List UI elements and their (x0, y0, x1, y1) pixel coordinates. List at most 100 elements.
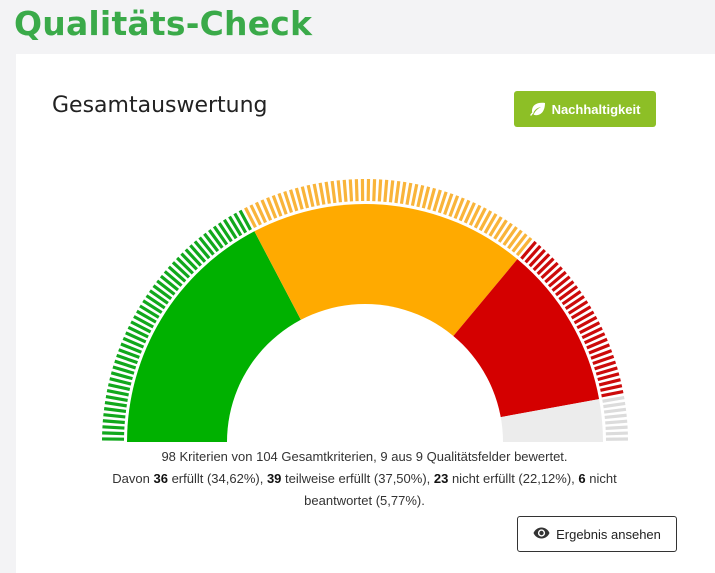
gauge-stripe (112, 365, 135, 375)
gauge-stripe (330, 180, 337, 204)
gauge-stripe (383, 179, 389, 202)
gauge-stripe (564, 295, 585, 310)
gauge-stripe (502, 226, 518, 246)
gauge-stripe (528, 248, 546, 268)
gauge-stripe (109, 377, 132, 386)
gauge-stripe (118, 348, 140, 359)
gauge-stripe (312, 183, 320, 206)
gauge-stripe (468, 204, 482, 226)
summary-line-1: 98 Kriterien von 104 Gesamtkriterien, 9 … (161, 449, 568, 464)
gauge-stripe (588, 343, 611, 355)
gauge-stripe (458, 199, 471, 222)
gauge-stripe (238, 209, 252, 231)
gauge-stripe (106, 389, 129, 397)
gauge-stripe (536, 257, 555, 276)
leaf-icon (529, 102, 546, 116)
gauge-stripe (595, 366, 618, 376)
gauge-stripe (102, 419, 125, 425)
gauge-stripe (104, 401, 127, 408)
gauge-stripe (159, 274, 179, 292)
sustainability-button[interactable]: Nachhaltigkeit (514, 91, 656, 127)
gauge-stripe (372, 179, 377, 202)
page-title: Qualitäts-Check (14, 4, 313, 43)
gauge-stripe (133, 315, 154, 329)
gauge-stripe (254, 201, 267, 224)
gauge-stripe (507, 229, 523, 250)
gauge-stripe (180, 252, 198, 271)
gauge-inner-hole (227, 304, 503, 454)
view-result-button[interactable]: Ergebnis ansehen (517, 516, 677, 552)
gauge-stripe (605, 425, 628, 430)
gauge-stripe (139, 304, 160, 319)
gauge-stripe (592, 354, 615, 366)
gauge-stripe (581, 326, 603, 340)
gauge-stripe (388, 180, 395, 203)
gauge-stripe (283, 191, 293, 213)
gauge-stripe (110, 371, 133, 381)
gauge-stripe (410, 183, 419, 207)
gauge-stripe (277, 192, 288, 215)
gauge-stripe (266, 197, 278, 219)
gauge-stripe (602, 395, 625, 403)
gauge-stripe (207, 229, 224, 249)
gauge-stripe (233, 212, 248, 234)
gauge-stripe (102, 425, 125, 430)
gauge-stripe (432, 189, 442, 212)
fulfilled-count: 36 (153, 471, 168, 486)
gauge-stripe (222, 218, 238, 240)
gauge-stripe (105, 395, 128, 402)
gauge-stripe (583, 332, 606, 345)
gauge-stripe (176, 256, 194, 275)
gauge-stripe (603, 407, 627, 414)
gauge-stripe (163, 270, 183, 287)
gauge-stripe (348, 179, 354, 202)
gauge-stripe (260, 199, 273, 221)
gauge-stripe (483, 213, 498, 234)
gauge-stripe (605, 431, 628, 436)
gauge-stripe (171, 261, 191, 279)
gauge-stripe (453, 197, 465, 220)
gauge-stripe (520, 240, 537, 260)
gauge-stripe (167, 265, 187, 283)
gauge-stripe (544, 266, 563, 284)
gauge-stripe (103, 407, 127, 413)
gauge-stripe (212, 225, 229, 246)
gauge-stripe (567, 300, 589, 315)
gauge-stripe (488, 216, 503, 237)
gauge-stripe (551, 275, 571, 292)
gauge-stripe (103, 413, 126, 419)
gauge-stripe (493, 219, 508, 240)
gauge-stripe (306, 184, 315, 208)
gauge-stripe (604, 413, 627, 420)
gauge-stripe (198, 236, 215, 256)
gauge-stripe (427, 187, 437, 210)
gauge-stripe (598, 378, 621, 387)
gauge-stripe (597, 372, 620, 382)
gauge-stripe (130, 320, 152, 334)
gauge-stripe (294, 187, 304, 210)
gauge-stripe (324, 181, 331, 204)
gauge-stripe (377, 179, 383, 202)
gauge-stripe (605, 419, 628, 425)
gauge-stripe (289, 189, 299, 212)
gauge-stripe (416, 185, 425, 208)
gauge-stripe (300, 186, 310, 209)
gauge-stripe (342, 179, 348, 202)
partial-count: 39 (266, 471, 282, 486)
gauge-stripe (515, 237, 533, 257)
gauge-stripe (116, 353, 138, 365)
gauge-stripe (555, 280, 575, 297)
gauge-stripe (354, 179, 359, 202)
eye-icon (533, 527, 550, 542)
gauge-stripe (511, 233, 528, 253)
gauge-stripe (217, 222, 233, 243)
gauge-stripe (148, 289, 169, 305)
gauge-stripe (497, 222, 513, 243)
sustainability-button-label: Nachhaltigkeit (551, 101, 641, 117)
gauge-stripe (102, 431, 125, 436)
gauge-stripe (244, 207, 257, 229)
gauge-stripe (540, 261, 559, 280)
gauge-stripe (603, 401, 626, 409)
gauge-stripe (463, 202, 476, 224)
gauge-stripe (228, 215, 243, 237)
